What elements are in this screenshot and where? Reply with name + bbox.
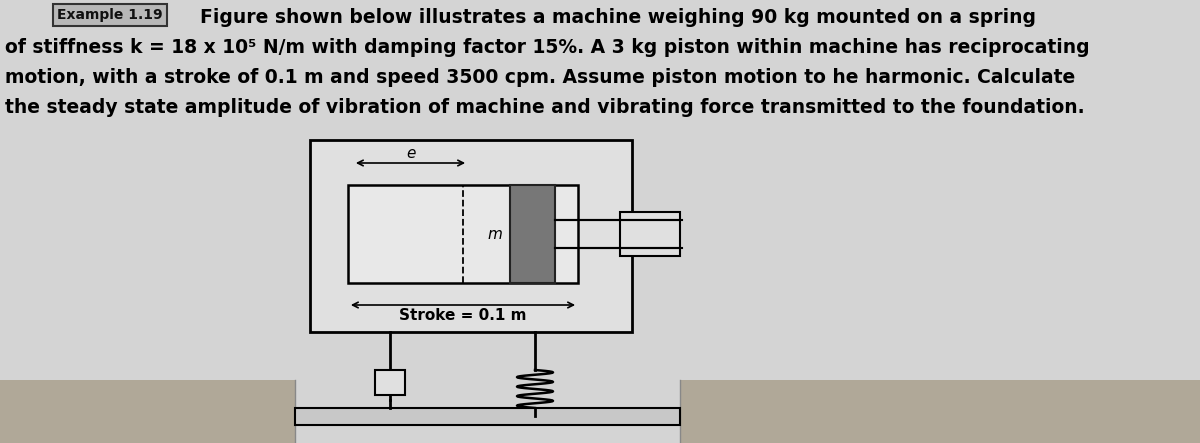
Bar (348, 185, 578, 283)
Bar (310, 140, 632, 332)
Text: the steady state amplitude of vibration of machine and vibrating force transmitt: the steady state amplitude of vibration … (5, 98, 1085, 117)
Bar (374, 370, 406, 395)
Bar (295, 408, 680, 425)
Text: Stroke = 0.1 m: Stroke = 0.1 m (400, 308, 527, 323)
Text: m: m (487, 226, 502, 241)
Text: Figure shown below illustrates a machine weighing 90 kg mounted on a spring: Figure shown below illustrates a machine… (200, 8, 1036, 27)
Bar (510, 185, 554, 283)
Bar (680, 380, 1200, 443)
Bar (0, 380, 295, 443)
Text: motion, with a stroke of 0.1 m and speed 3500 cpm. Assume piston motion to he ha: motion, with a stroke of 0.1 m and speed… (5, 68, 1075, 87)
Text: e: e (406, 146, 415, 161)
Bar (620, 212, 680, 256)
Text: of stiffness k = 18 x 10⁵ N/m with damping factor 15%. A 3 kg piston within mach: of stiffness k = 18 x 10⁵ N/m with dampi… (5, 38, 1090, 57)
Text: Example 1.19: Example 1.19 (58, 8, 163, 22)
